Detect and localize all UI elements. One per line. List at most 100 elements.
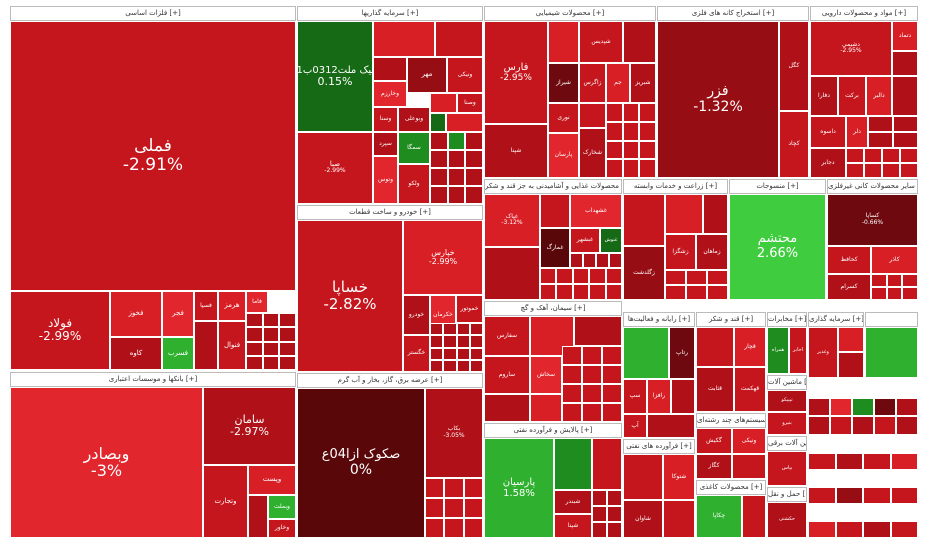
stock-tile[interactable] — [863, 470, 891, 487]
stock-tile[interactable] — [707, 285, 728, 300]
stock-tile[interactable] — [262, 355, 280, 370]
stock-tile[interactable]: سمگا — [398, 132, 430, 164]
stock-tile[interactable] — [896, 379, 918, 398]
stock-tile[interactable] — [279, 327, 296, 342]
stock-tile[interactable] — [430, 150, 448, 168]
stock-tile[interactable]: وغدیر — [808, 327, 838, 378]
stock-tile[interactable] — [838, 327, 864, 352]
stock-tile[interactable] — [874, 379, 896, 398]
stock-tile[interactable] — [592, 522, 607, 538]
stock-tile[interactable] — [671, 379, 695, 414]
sector-header[interactable]: قند و شکر [+] — [696, 312, 766, 327]
stock-tile[interactable] — [430, 113, 446, 132]
stock-tile[interactable] — [602, 365, 622, 384]
stock-tile[interactable]: وبوعلی — [398, 107, 430, 132]
stock-tile[interactable] — [484, 394, 530, 422]
stock-tile[interactable] — [830, 397, 852, 417]
stock-tile[interactable] — [835, 521, 863, 538]
stock-tile[interactable] — [808, 416, 830, 435]
sector-header[interactable]: منسوجات [+] — [729, 179, 826, 194]
sector-header[interactable]: ماشین آلات برقی [+] — [767, 436, 807, 451]
stock-tile[interactable]: صبا -2.99% — [297, 132, 373, 204]
stock-tile[interactable] — [808, 436, 836, 453]
stock-tile[interactable] — [808, 521, 836, 538]
stock-tile[interactable]: ونیکی — [732, 428, 766, 454]
stock-tile[interactable] — [443, 323, 457, 336]
stock-tile[interactable] — [846, 163, 864, 178]
stock-tile[interactable] — [465, 150, 483, 168]
stock-tile[interactable] — [902, 274, 918, 287]
stock-tile[interactable] — [623, 194, 665, 246]
stock-tile[interactable] — [430, 335, 444, 348]
stock-tile[interactable] — [622, 103, 640, 122]
stock-tile[interactable] — [556, 284, 573, 300]
stock-tile[interactable] — [194, 321, 218, 370]
stock-tile[interactable] — [890, 487, 918, 504]
sector-header[interactable]: بانکها و موسسات اعتباری [+] — [10, 372, 296, 387]
stock-tile[interactable] — [863, 453, 891, 470]
stock-tile[interactable]: سپرد — [373, 132, 398, 156]
stock-tile[interactable] — [808, 504, 836, 521]
stock-tile[interactable] — [562, 403, 582, 422]
stock-tile[interactable] — [808, 379, 830, 398]
stock-tile[interactable]: تیپیکو — [767, 390, 807, 412]
stock-tile[interactable] — [469, 359, 483, 372]
stock-tile[interactable] — [548, 21, 579, 63]
stock-tile[interactable]: وتوس — [373, 156, 398, 204]
stock-tile[interactable] — [465, 132, 483, 150]
stock-tile[interactable]: جم — [606, 63, 630, 103]
stock-tile[interactable] — [446, 113, 483, 132]
stock-tile[interactable] — [605, 284, 622, 300]
stock-tile[interactable]: سیک ملت0312ب01 0.15% — [297, 21, 373, 132]
stock-tile[interactable] — [852, 379, 874, 398]
stock-tile[interactable] — [607, 522, 622, 538]
stock-tile[interactable]: حکشتی — [767, 502, 807, 538]
stock-tile[interactable]: زگلدشت — [623, 246, 665, 300]
stock-tile[interactable] — [886, 274, 903, 287]
stock-tile[interactable] — [606, 140, 623, 160]
stock-tile[interactable]: فارس -2.95% — [484, 21, 548, 124]
stock-tile[interactable] — [469, 323, 483, 336]
sector-header[interactable]: مخابرات [+] — [767, 312, 807, 327]
stock-tile[interactable] — [246, 355, 263, 370]
stock-tile[interactable]: برکت — [838, 76, 866, 116]
stock-tile[interactable] — [435, 21, 483, 57]
stock-tile[interactable] — [444, 518, 464, 538]
stock-tile[interactable] — [830, 379, 852, 398]
stock-tile[interactable] — [554, 438, 592, 490]
stock-tile[interactable] — [602, 384, 622, 403]
stock-tile[interactable]: غشهداب — [570, 194, 622, 228]
stock-tile[interactable]: شبندر — [554, 490, 592, 514]
sector-header[interactable]: فرآورده های نفتی [+] — [623, 439, 695, 454]
stock-tile[interactable] — [605, 268, 622, 284]
stock-tile[interactable] — [707, 270, 728, 285]
stock-tile[interactable] — [279, 341, 296, 356]
stock-tile[interactable] — [572, 284, 590, 300]
stock-tile[interactable] — [246, 327, 263, 342]
sector-header[interactable]: محصولات شیمیایی [+] — [484, 6, 656, 21]
stock-tile[interactable] — [609, 253, 622, 268]
stock-tile[interactable] — [443, 335, 457, 348]
stock-tile[interactable]: شبریز — [630, 63, 656, 103]
stock-tile[interactable]: کچاد — [779, 111, 809, 178]
stock-tile[interactable] — [447, 150, 466, 168]
stock-tile[interactable]: شپنا — [484, 124, 548, 178]
stock-tile[interactable] — [456, 335, 470, 348]
stock-tile[interactable] — [868, 132, 893, 148]
stock-tile[interactable] — [696, 327, 734, 367]
stock-tile[interactable]: کگل — [779, 21, 809, 111]
stock-tile[interactable] — [443, 359, 457, 372]
stock-tile[interactable] — [868, 116, 893, 132]
stock-tile[interactable]: اخابر — [789, 327, 807, 374]
stock-tile[interactable] — [864, 148, 882, 163]
stock-tile[interactable] — [808, 453, 836, 470]
stock-tile[interactable] — [835, 436, 863, 453]
stock-tile[interactable] — [742, 495, 766, 538]
stock-tile[interactable]: سفارس — [484, 316, 530, 356]
stock-tile[interactable]: پارسیان 1.58% — [484, 438, 554, 538]
stock-tile[interactable] — [639, 121, 656, 141]
stock-tile[interactable]: گکیش — [696, 428, 732, 454]
stock-tile[interactable]: کساپا -0.66% — [827, 194, 918, 246]
stock-tile[interactable] — [647, 414, 695, 438]
stock-tile[interactable] — [430, 93, 457, 113]
